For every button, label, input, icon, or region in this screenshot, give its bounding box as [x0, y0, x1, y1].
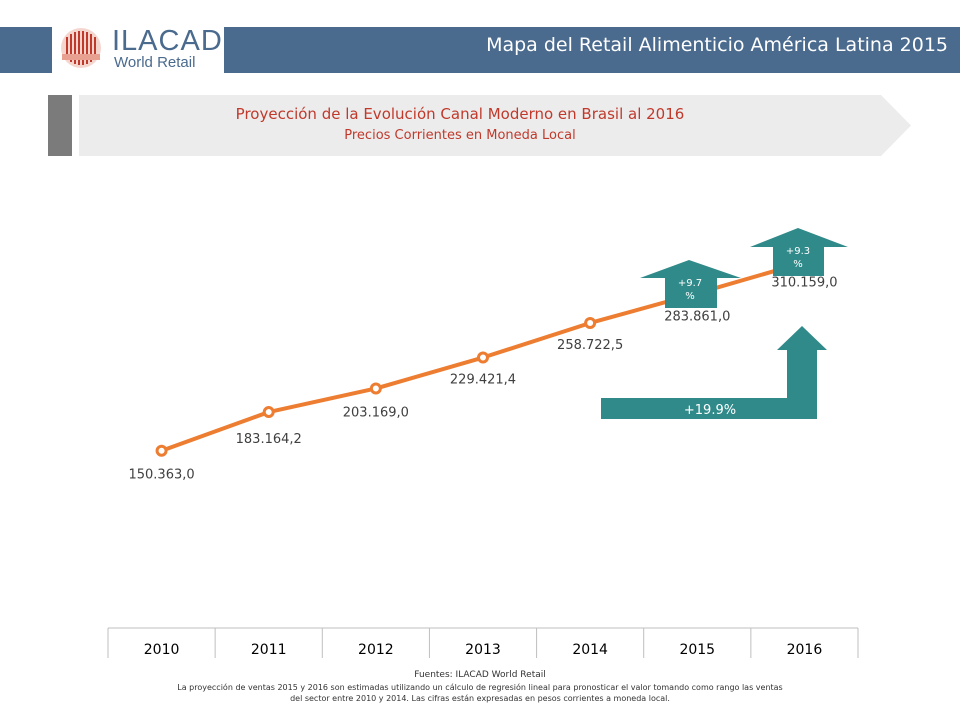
data-label-2014: 258.722,5 [557, 338, 623, 353]
x-tick-label-2014: 2014 [572, 642, 608, 658]
footer-note-line-1: La proyección de ventas 2015 y 2016 son … [177, 683, 783, 692]
chart-subtitle: Precios Corrientes en Moneda Local [344, 128, 576, 143]
data-label-2012: 203.169,0 [343, 405, 409, 420]
logo-title: ILACAD [112, 25, 223, 57]
logo-mark-icon [61, 28, 101, 68]
growth-2016-arrow [750, 228, 848, 276]
growth-2015-value: +9.7 [678, 278, 702, 289]
data-point-2013 [477, 351, 489, 364]
growth-2015-arrow [640, 260, 741, 308]
data-label-2016: 310.159,0 [771, 275, 837, 290]
x-tick-label-2012: 2012 [358, 642, 394, 658]
footer-note: La proyección de ventas 2015 y 2016 son … [80, 682, 880, 704]
footer-note-line-2: del sector entre 2010 y 2014. Las cifras… [290, 694, 670, 703]
logo-subtitle: World Retail [114, 54, 196, 71]
growth-total-arrow [601, 326, 827, 419]
data-point-2010 [155, 444, 168, 457]
growth-2016-percent: % [793, 259, 803, 270]
x-tick-label-2013: 2013 [465, 642, 501, 658]
x-tick-label-2011: 2011 [251, 642, 287, 658]
x-tick-label-2010: 2010 [144, 642, 180, 658]
data-label-2010: 150.363,0 [128, 468, 194, 483]
x-tick-label-2016: 2016 [787, 642, 823, 658]
data-point-2014 [584, 316, 597, 329]
growth-2015-percent: % [685, 291, 695, 302]
footer-source: Fuentes: ILACAD World Retail [414, 670, 546, 680]
growth-total-value: +19.9% [684, 403, 736, 418]
banner-marker [48, 95, 72, 156]
x-tick-label-2015: 2015 [679, 642, 715, 658]
growth-2016-value: +9.3 [786, 246, 810, 257]
page-title: Mapa del Retail Alimenticio América Lati… [486, 34, 948, 56]
data-label-2013: 229.421,4 [450, 373, 516, 388]
data-label-2011: 183.164,2 [236, 432, 302, 447]
logo: ILACAD World Retail [52, 22, 224, 75]
data-point-2011 [262, 406, 275, 419]
data-label-2015: 283.861,0 [664, 309, 730, 324]
banner-background [79, 95, 911, 156]
data-point-2012 [369, 382, 382, 395]
chart-title: Proyección de la Evolución Canal Moderno… [235, 105, 685, 123]
